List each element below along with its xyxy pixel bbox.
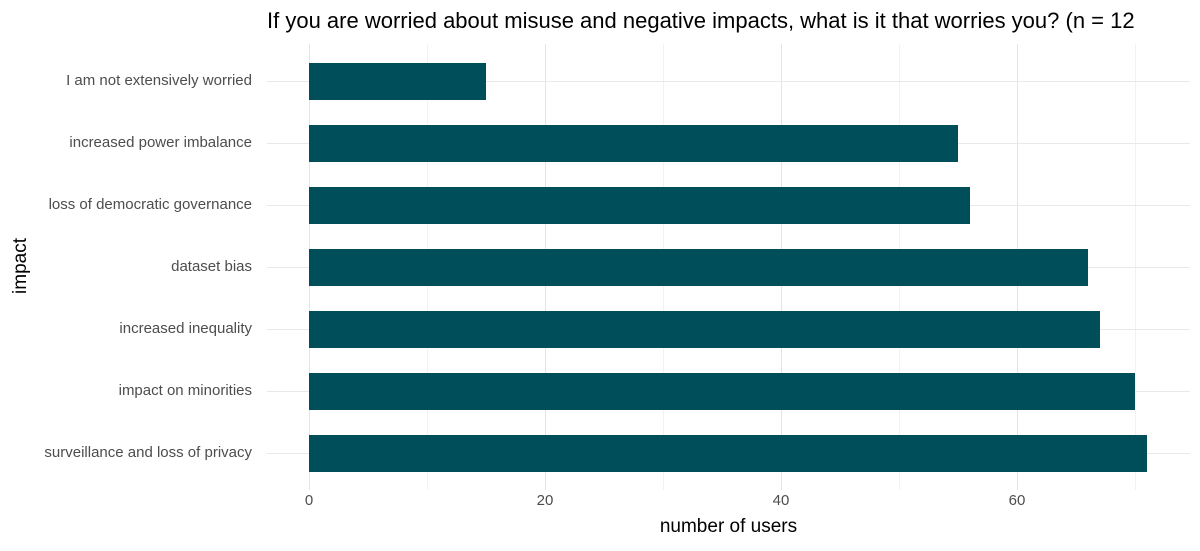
- gridline-category: [267, 81, 1190, 82]
- x-tick-label-40: 40: [772, 492, 790, 509]
- category-label: increased power imbalance: [69, 134, 252, 151]
- category-label: surveillance and loss of privacy: [44, 444, 252, 461]
- bar: [309, 124, 958, 162]
- x-tick-label-20: 20: [536, 492, 554, 509]
- category-label: increased inequality: [119, 320, 252, 337]
- category-label: I am not extensively worried: [66, 72, 252, 89]
- bar: [309, 186, 970, 224]
- x-tick-label-0: 0: [304, 492, 314, 509]
- category-label: loss of democratic governance: [48, 196, 252, 213]
- x-axis-title: number of users: [659, 516, 798, 537]
- bar: [309, 372, 1135, 410]
- x-tick-label-60: 60: [1008, 492, 1026, 509]
- bar: [309, 62, 486, 100]
- category-label: dataset bias: [171, 258, 252, 275]
- bar: [309, 248, 1088, 286]
- plot-panel: [267, 44, 1190, 490]
- bar: [309, 310, 1100, 348]
- category-label: impact on minorities: [118, 382, 252, 399]
- chart-title: If you are worried about misuse and nega…: [267, 8, 1135, 33]
- bar: [309, 434, 1147, 472]
